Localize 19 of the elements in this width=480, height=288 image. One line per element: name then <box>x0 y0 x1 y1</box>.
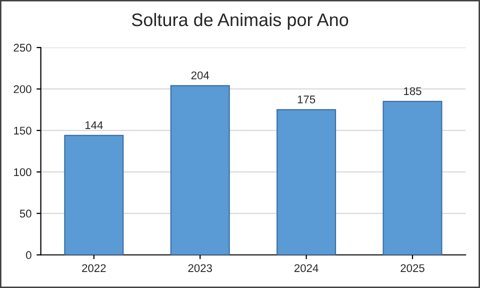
y-tick-label: 0 <box>26 251 32 260</box>
data-label: 185 <box>404 87 422 96</box>
x-tick-label: 2022 <box>82 264 106 272</box>
data-label: 175 <box>298 96 316 104</box>
y-tick-label: 100 <box>14 168 32 176</box>
x-tick-label: 2024 <box>294 264 318 272</box>
x-tick-label: 2025 <box>400 264 424 272</box>
y-tick-label: 150 <box>14 126 32 135</box>
x-tick-label: 2023 <box>188 264 212 272</box>
data-label: 144 <box>85 121 103 129</box>
y-tick-label: 200 <box>14 85 32 94</box>
y-tick-label: 250 <box>14 44 32 52</box>
bar <box>276 109 336 255</box>
bar <box>170 85 230 255</box>
bar <box>382 100 442 255</box>
y-tick-label: 50 <box>20 210 32 218</box>
data-label: 204 <box>191 71 210 80</box>
chart-title: Soltura de Animais por Ano <box>132 12 348 30</box>
bar <box>64 134 124 255</box>
